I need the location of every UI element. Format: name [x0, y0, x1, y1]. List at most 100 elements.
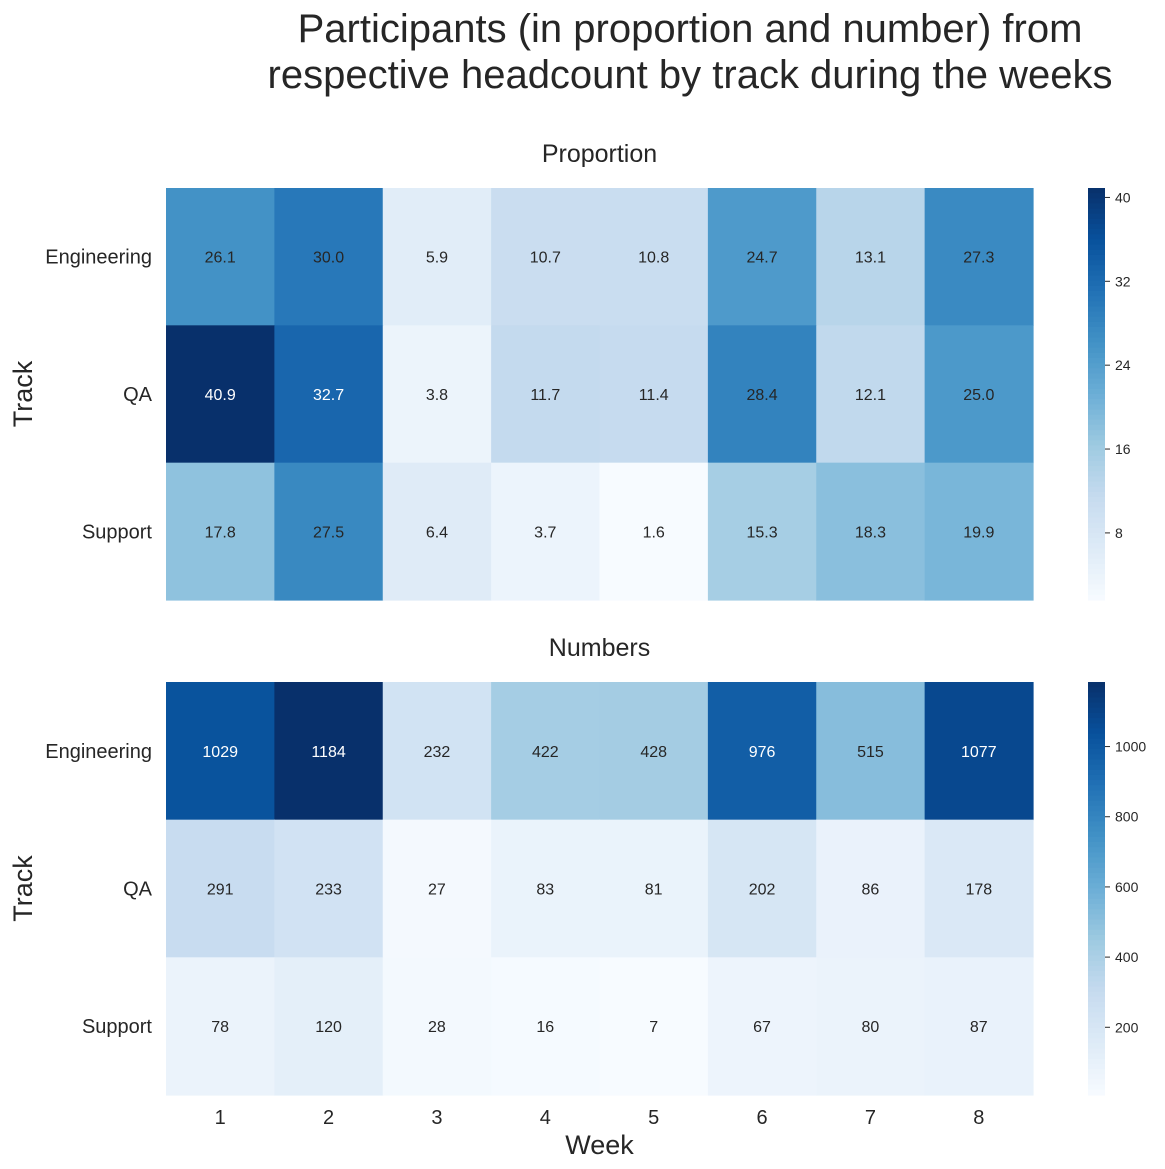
colorbar-segment	[1088, 563, 1105, 570]
colorbar-segment	[1088, 867, 1105, 874]
colorbar-segment	[1088, 955, 1105, 962]
colorbar-segment	[1088, 378, 1105, 385]
cell-value-label: 86	[862, 882, 880, 899]
colorbar-segment	[1088, 888, 1105, 895]
colorbar-segment	[1088, 1079, 1105, 1086]
heatmap-cell	[166, 819, 275, 958]
colorbar-segment	[1088, 254, 1105, 261]
colorbar-tick-label: 32	[1115, 273, 1131, 289]
cell-value-label: 26.1	[205, 250, 236, 267]
y-tick-label: Engineering	[45, 741, 152, 763]
y-tick-label: Support	[82, 1016, 152, 1038]
colorbar-tick-label: 200	[1115, 1019, 1139, 1035]
colorbar-segment	[1088, 502, 1105, 508]
cell-value-label: 28.4	[746, 387, 777, 404]
colorbar-segment	[1088, 527, 1105, 534]
panel-subtitle: Proportion	[542, 140, 657, 168]
x-axis-label: Week	[565, 1130, 634, 1160]
colorbar-segment	[1088, 285, 1105, 292]
colorbar-segment	[1088, 687, 1105, 693]
x-tick-label: 5	[648, 1107, 659, 1129]
colorbar-segment	[1088, 697, 1105, 704]
colorbar-segment	[1088, 311, 1105, 318]
y-tick-label: Engineering	[45, 247, 152, 269]
cell-value-label: 24.7	[746, 250, 777, 267]
colorbar-segment	[1088, 239, 1105, 246]
colorbar-segment	[1088, 945, 1105, 951]
colorbar-segment	[1088, 950, 1105, 957]
colorbar-segment	[1088, 213, 1105, 220]
colorbar-segment	[1088, 548, 1105, 555]
heatmap-cell	[274, 325, 384, 464]
cell-value-label: 67	[753, 1019, 771, 1036]
heatmap-cell	[274, 957, 384, 1096]
colorbar-tick-label: 1000	[1115, 739, 1146, 755]
heatmap-cell	[382, 325, 492, 464]
colorbar-segment	[1088, 430, 1105, 436]
heatmap-cell	[924, 819, 1034, 958]
colorbar-segment	[1088, 357, 1105, 364]
colorbar-segment	[1088, 332, 1105, 338]
colorbar-segment	[1088, 682, 1105, 688]
colorbar-segment	[1088, 852, 1105, 859]
y-tick-label: QA	[123, 879, 153, 901]
cell-value-label: 83	[536, 882, 554, 899]
colorbar-segment	[1088, 574, 1105, 580]
colorbar-segment	[1088, 476, 1105, 483]
colorbar-segment	[1088, 1002, 1105, 1008]
colorbar-segment	[1088, 291, 1105, 297]
heatmap-cell	[382, 462, 492, 601]
colorbar-segment	[1088, 347, 1105, 354]
colorbar-segment	[1088, 404, 1105, 410]
colorbar-segment	[1088, 218, 1105, 225]
colorbar-segment	[1088, 455, 1105, 462]
cell-value-label: 40.9	[205, 387, 236, 404]
colorbar-segment	[1088, 224, 1105, 230]
colorbar-segment	[1088, 394, 1105, 400]
cell-value-label: 87	[970, 1019, 988, 1036]
cell-value-label: 10.7	[530, 250, 561, 267]
colorbar-segment	[1088, 1089, 1105, 1096]
colorbar-segment	[1088, 363, 1105, 369]
cell-value-label: 1.6	[643, 524, 665, 541]
colorbar-segment	[1088, 805, 1105, 812]
colorbar-segment	[1088, 960, 1105, 967]
colorbar-segment	[1088, 368, 1105, 374]
colorbar-segment	[1088, 321, 1105, 328]
cell-value-label: 202	[749, 882, 776, 899]
colorbar-segment	[1088, 198, 1105, 204]
colorbar-tick-label: 40	[1115, 189, 1131, 205]
heatmap-cell	[924, 325, 1034, 464]
colorbar-segment	[1088, 260, 1105, 266]
heatmap-cell	[816, 325, 926, 464]
colorbar-segment	[1088, 712, 1105, 719]
colorbar-segment	[1088, 811, 1105, 817]
colorbar-segment	[1088, 1027, 1105, 1034]
colorbar-segment	[1088, 795, 1105, 802]
colorbar-segment	[1088, 785, 1105, 791]
colorbar-segment	[1088, 1069, 1105, 1075]
colorbar-segment	[1088, 971, 1105, 977]
cell-value-label: 32.7	[313, 387, 344, 404]
heatmap-cell	[491, 682, 601, 821]
cell-value-label: 233	[315, 882, 342, 899]
colorbar-segment	[1088, 553, 1105, 560]
heatmap-cell	[491, 462, 601, 601]
colorbar: 200 400 600 800 1000	[1088, 682, 1146, 1096]
colorbar-tick-label: 800	[1115, 809, 1139, 825]
colorbar-segment	[1088, 816, 1105, 822]
y-axis-label: Track	[8, 855, 38, 922]
colorbar-segment	[1088, 409, 1105, 416]
colorbar-segment	[1088, 790, 1105, 797]
colorbar-segment	[1088, 229, 1105, 235]
cell-value-label: 232	[424, 744, 451, 761]
x-tick-label: 7	[865, 1107, 876, 1129]
y-axis-label: Track	[8, 360, 38, 427]
colorbar-segment	[1088, 800, 1105, 807]
cell-value-label: 976	[749, 744, 776, 761]
colorbar-segment	[1088, 831, 1105, 838]
colorbar-segment	[1088, 512, 1105, 519]
colorbar-segment	[1088, 265, 1105, 271]
colorbar-segment	[1088, 780, 1105, 786]
cell-value-label: 25.0	[963, 387, 994, 404]
